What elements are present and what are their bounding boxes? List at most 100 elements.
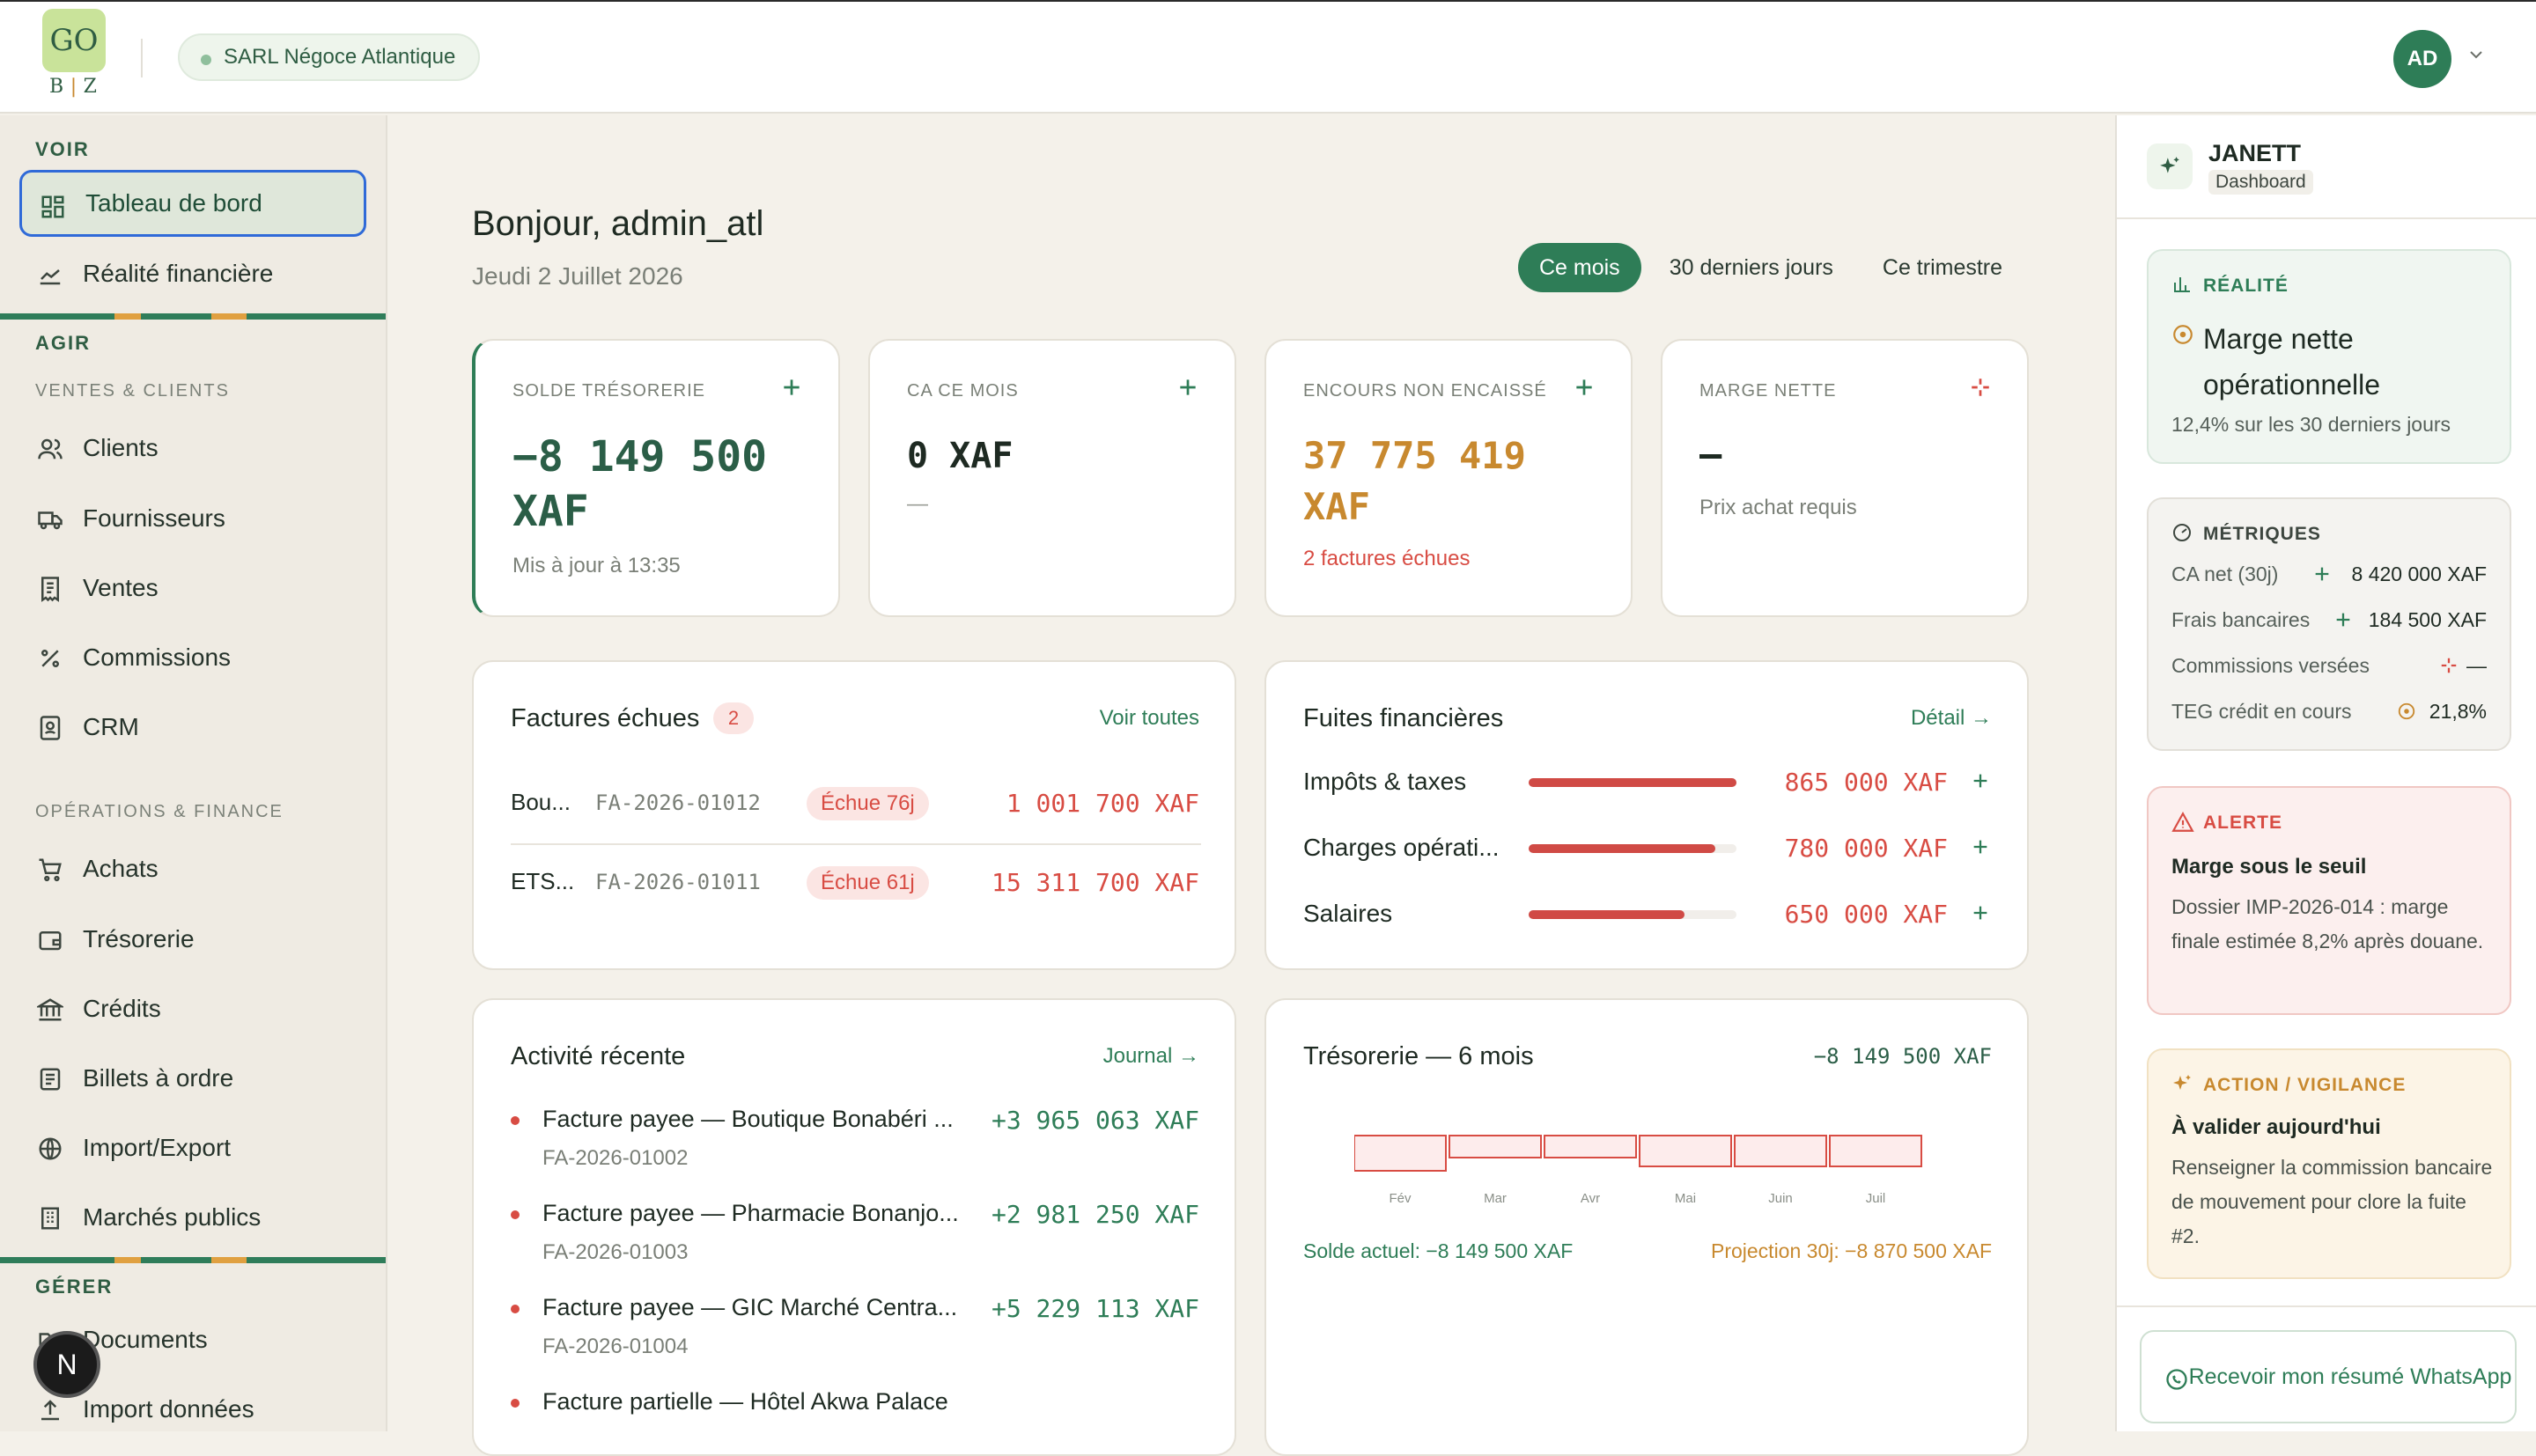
- x-tick-label: Fév: [1389, 1191, 1412, 1206]
- sidebar-item-billets[interactable]: Billets à ordre: [19, 1045, 366, 1112]
- dashed-plus-icon: [2441, 658, 2457, 673]
- leak-amount: 650 000 XAF: [1784, 900, 1948, 929]
- cart-icon: [39, 858, 62, 882]
- context-badge: Dashboard: [2208, 170, 2313, 195]
- sparkle-icon: [2147, 143, 2193, 189]
- detail-link[interactable]: Détail →: [1910, 706, 1992, 730]
- voir-toutes-link[interactable]: Voir toutes: [1099, 706, 1199, 730]
- realite-card[interactable]: RÉALITÉ Marge nette opérationnelle 12,4%…: [2147, 249, 2511, 464]
- leak-amount: 780 000 XAF: [1784, 834, 1948, 863]
- sidebar-item-clients[interactable]: Clients: [19, 415, 366, 482]
- divider: [141, 39, 143, 77]
- alerte-card[interactable]: ALERTE Marge sous le seuil Dossier IMP-2…: [2147, 786, 2511, 1015]
- plus-icon: [2315, 567, 2329, 581]
- activite-recente-card: Activité récente Journal → Facture payee…: [472, 998, 1236, 1456]
- card-title: À valider aujourd'hui: [2171, 1115, 2381, 1139]
- activity-dot: [511, 1210, 520, 1219]
- avatar[interactable]: AD: [2393, 30, 2451, 88]
- chevron-down-icon[interactable]: [2466, 44, 2487, 65]
- plus-icon: [784, 379, 800, 395]
- x-tick-label: Juin: [1768, 1191, 1793, 1206]
- x-tick-label: Mar: [1484, 1191, 1507, 1206]
- sidebar-item-label: Commissions: [83, 643, 232, 671]
- kpi-encours[interactable]: ENCOURS NON ENCAISSÉ 37 775 419 XAF 2 fa…: [1264, 339, 1633, 617]
- card-head: RÉALITÉ: [2203, 276, 2289, 296]
- sidebar-item-achats[interactable]: Achats: [19, 835, 366, 902]
- metric-label: Frais bancaires: [2171, 608, 2311, 631]
- janett-panel: JANETT Dashboard RÉALITÉ Marge nette opé…: [2115, 115, 2536, 1431]
- x-tick-label: Mai: [1675, 1191, 1696, 1206]
- card-title: Trésorerie — 6 mois: [1303, 1042, 1534, 1070]
- whatsapp-icon: [2166, 1369, 2187, 1390]
- sidebar-item-fournisseurs[interactable]: Fournisseurs: [19, 485, 366, 552]
- plus-icon: [1576, 379, 1592, 395]
- leak-bar: [1529, 778, 1736, 787]
- gauge-icon: [2173, 524, 2191, 541]
- sidebar-item-commissions[interactable]: Commissions: [19, 624, 366, 691]
- n-badge[interactable]: N: [33, 1331, 100, 1398]
- tresorerie-chart: Fév Mar Avr Mai Juin Juil: [1354, 1135, 1922, 1206]
- x-tick-label: Avr: [1581, 1191, 1600, 1206]
- plus-icon: [1973, 774, 1987, 788]
- kpi-sub: 2 factures échues: [1303, 547, 1471, 570]
- card-title: Factures échues: [511, 704, 700, 732]
- journal-link[interactable]: Journal →: [1102, 1044, 1199, 1068]
- activity-text: Facture payee — Boutique Bonabéri ...: [542, 1106, 954, 1132]
- metric-label: TEG crédit en cours: [2171, 700, 2352, 723]
- subsection-operations: OPÉRATIONS & FINANCE: [35, 802, 284, 821]
- sidebar-item-documents[interactable]: Documents: [19, 1306, 366, 1373]
- period-trimestre[interactable]: Ce trimestre: [1882, 254, 2003, 280]
- sidebar-item-label: Achats: [83, 855, 158, 882]
- sidebar-item-label: Trésorerie: [83, 925, 195, 952]
- kpi-value: 0 XAF: [907, 436, 1014, 476]
- metric-value: 8 420 000 XAF: [2351, 563, 2487, 585]
- sidebar-item-label: Réalité financière: [83, 260, 274, 287]
- upload-icon: [41, 1400, 59, 1421]
- kpi-ca-mois[interactable]: CA CE MOIS 0 XAF —: [868, 339, 1236, 617]
- logo-mark: GO: [42, 9, 106, 72]
- sidebar-item-tresorerie[interactable]: Trésorerie: [19, 906, 366, 973]
- sidebar-item-ventes[interactable]: Ventes: [19, 555, 366, 621]
- whatsapp-label: Recevoir mon résumé WhatsApp: [2188, 1364, 2512, 1389]
- period-30-jours[interactable]: 30 derniers jours: [1669, 254, 1833, 280]
- solde-actuel: Solde actuel: −8 149 500 XAF: [1303, 1239, 1574, 1262]
- leak-bar-track: [1529, 844, 1736, 853]
- activity-dot: [511, 1399, 520, 1408]
- activity-amount: +5 229 113 XAF: [991, 1294, 1199, 1323]
- kpi-solde-tresorerie[interactable]: SOLDE TRÉSORERIE −8 149 500 XAF Mis à jo…: [472, 339, 840, 617]
- app-logo[interactable]: GO B❘Z: [42, 9, 106, 100]
- sidebar-item-import-donnees[interactable]: Import données: [19, 1376, 366, 1443]
- dashed-plus-icon: [1972, 379, 1989, 396]
- sidebar: VOIR Tableau de bord Réalité financière …: [0, 115, 387, 1431]
- whatsapp-summary-button[interactable]: Recevoir mon résumé WhatsApp: [2140, 1330, 2517, 1423]
- sidebar-item-marches[interactable]: Marchés publics: [19, 1184, 366, 1251]
- sidebar-item-crm[interactable]: CRM: [19, 694, 366, 761]
- invoice-amount: 15 311 700 XAF: [991, 868, 1199, 897]
- action-card[interactable]: ACTION / VIGILANCE À valider aujourd'hui…: [2147, 1048, 2511, 1279]
- status-badge: Échue 76j: [807, 787, 929, 820]
- period-ce-mois[interactable]: Ce mois: [1518, 243, 1641, 292]
- sidebar-item-label: Import données: [83, 1395, 254, 1423]
- leak-bar: [1529, 910, 1685, 919]
- sidebar-item-credits[interactable]: Crédits: [19, 975, 366, 1042]
- sidebar-item-label: CRM: [83, 713, 139, 740]
- kpi-value: 37 775 419: [1303, 434, 1526, 477]
- bar-chart-icon: [2174, 277, 2190, 292]
- chart-bar: [1544, 1135, 1637, 1158]
- activity-ref: FA-2026-01002: [542, 1146, 689, 1170]
- activity-amount: +2 981 250 XAF: [991, 1200, 1199, 1229]
- activity-text: Facture partielle — Hôtel Akwa Palace: [542, 1388, 948, 1415]
- sidebar-item-label: Fournisseurs: [83, 504, 225, 532]
- activity-text: Facture payee — Pharmacie Bonanjo...: [542, 1200, 959, 1226]
- metric-label: CA net (30j): [2171, 563, 2279, 585]
- company-selector[interactable]: SARL Négoce Atlantique: [178, 33, 481, 81]
- sidebar-item-dashboard[interactable]: Tableau de bord: [19, 170, 366, 237]
- kpi-sub: Prix achat requis: [1699, 496, 1857, 519]
- target-icon: [2173, 325, 2193, 344]
- sidebar-item-import-export[interactable]: Import/Export: [19, 1114, 366, 1181]
- sidebar-item-realite[interactable]: Réalité financière: [19, 240, 366, 307]
- section-stripe: [0, 1257, 386, 1263]
- kpi-marge-nette[interactable]: MARGE NETTE — Prix achat requis: [1661, 339, 2029, 617]
- plus-icon: [2336, 613, 2350, 627]
- metric-value: 184 500 XAF: [2368, 608, 2487, 631]
